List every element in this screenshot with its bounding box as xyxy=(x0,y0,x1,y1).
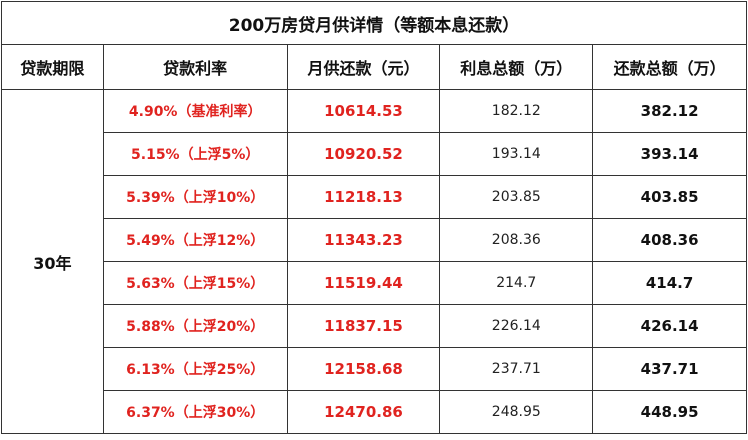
header-row: 贷款期限 贷款利率 月供还款（元） 利息总额（万） 还款总额（万） xyxy=(1,44,747,90)
table-row: 5.39%（上浮10%） 11218.13 203.85 403.85 xyxy=(2,175,747,219)
total-cell: 448.95 xyxy=(592,390,747,434)
rate-cell: 4.90%（基准利率） xyxy=(102,89,288,133)
rate-cell: 5.39%（上浮10%） xyxy=(102,175,288,219)
table-row: 5.88%（上浮20%） 11837.15 226.14 426.14 xyxy=(2,304,747,348)
table-row: 6.13%（上浮25%） 12158.68 237.71 437.71 xyxy=(2,347,747,391)
total-cell: 414.7 xyxy=(592,261,747,305)
monthly-cell: 10920.52 xyxy=(286,132,441,176)
monthly-cell: 10614.53 xyxy=(286,89,441,133)
table-row: 5.49%（上浮12%） 11343.23 208.36 408.36 xyxy=(2,218,747,262)
rate-cell: 5.15%（上浮5%） xyxy=(102,132,288,176)
rate-cell: 5.49%（上浮12%） xyxy=(102,218,288,262)
interest-cell: 248.95 xyxy=(439,390,594,434)
monthly-cell: 11519.44 xyxy=(286,261,441,305)
total-cell: 403.85 xyxy=(592,175,747,219)
total-cell: 408.36 xyxy=(592,218,747,262)
total-cell: 437.71 xyxy=(592,347,747,391)
interest-cell: 193.14 xyxy=(439,132,594,176)
total-cell: 426.14 xyxy=(592,304,747,348)
interest-cell: 237.71 xyxy=(439,347,594,391)
table-row: 30年 4.90%（基准利率） 10614.53 182.12 382.12 xyxy=(1,89,747,434)
interest-cell: 214.7 xyxy=(439,261,594,305)
monthly-cell: 11343.23 xyxy=(286,218,441,262)
total-cell: 382.12 xyxy=(592,89,747,133)
rate-cell: 5.63%（上浮15%） xyxy=(102,261,288,305)
interest-cell: 208.36 xyxy=(439,218,594,262)
header-term: 贷款期限 xyxy=(1,44,104,90)
header-interest: 利息总额（万） xyxy=(439,44,594,90)
monthly-cell: 11837.15 xyxy=(286,304,441,348)
table-row: 6.37%（上浮30%） 12470.86 248.95 448.95 xyxy=(2,390,747,434)
rate-cell: 6.37%（上浮30%） xyxy=(102,390,288,434)
rate-cell: 5.88%（上浮20%） xyxy=(102,304,288,348)
interest-cell: 203.85 xyxy=(439,175,594,219)
title-row: 200万房贷月供详情（等额本息还款） xyxy=(1,1,747,45)
term-cell: 30年 xyxy=(1,89,104,434)
rate-cell: 6.13%（上浮25%） xyxy=(102,347,288,391)
header-rate: 贷款利率 xyxy=(102,44,288,90)
header-total: 还款总额（万） xyxy=(592,44,747,90)
monthly-cell: 12470.86 xyxy=(286,390,441,434)
monthly-cell: 11218.13 xyxy=(286,175,441,219)
header-monthly: 月供还款（元） xyxy=(286,44,441,90)
table-row: 5.63%（上浮15%） 11519.44 214.7 414.7 xyxy=(2,261,747,305)
monthly-cell: 12158.68 xyxy=(286,347,441,391)
table-title: 200万房贷月供详情（等额本息还款） xyxy=(1,1,747,45)
table-row: 5.15%（上浮5%） 10920.52 193.14 393.14 xyxy=(2,132,747,176)
interest-cell: 182.12 xyxy=(439,89,594,133)
total-cell: 393.14 xyxy=(592,132,747,176)
interest-cell: 226.14 xyxy=(439,304,594,348)
